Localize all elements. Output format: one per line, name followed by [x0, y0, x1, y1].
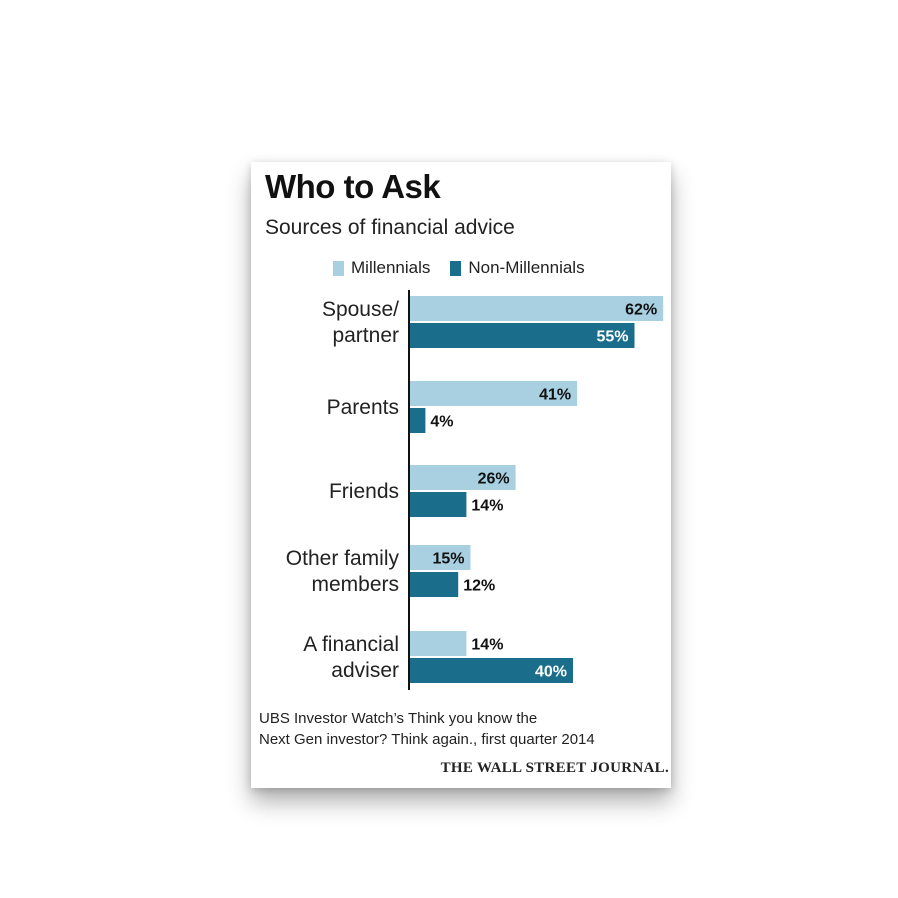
category-label: A financial: [303, 633, 399, 656]
publisher-brand: THE WALL STREET JOURNAL.: [440, 760, 669, 776]
legend-label-millennials: Millennials: [351, 258, 431, 277]
category-label: adviser: [331, 659, 399, 682]
category-label: partner: [332, 324, 399, 347]
bar-millennials: [409, 631, 467, 656]
source-note: UBS Investor Watch’s Think you know the …: [259, 708, 659, 750]
data-label: 14%: [471, 498, 503, 515]
source-line-2: Next Gen investor? Think again., first q…: [259, 731, 595, 748]
legend-swatch-millennials: [333, 260, 344, 276]
chart-legend: Millennials Non-Millennials: [333, 258, 605, 278]
bar-non-millennials: [409, 492, 467, 517]
bar-non-millennials: [409, 572, 459, 597]
bar-millennials: [409, 381, 578, 406]
category-label: members: [311, 573, 399, 596]
data-label: 12%: [463, 578, 495, 595]
legend-swatch-non-millennials: [450, 260, 462, 276]
data-label: 4%: [430, 414, 453, 431]
chart-title: Who to Ask: [265, 168, 441, 205]
bar-millennials: [409, 465, 516, 490]
data-label: 14%: [471, 637, 503, 654]
category-label: Other family: [286, 547, 400, 570]
legend-label-non-millennials: Non-Millennials: [468, 258, 585, 277]
chart-subtitle: Sources of financial advice: [265, 216, 515, 239]
source-line-1: UBS Investor Watch’s Think you know the: [259, 710, 538, 727]
data-label: 15%: [432, 551, 464, 568]
legend-item-non-millennials: Non-Millennials: [450, 258, 585, 278]
legend-item-millennials: Millennials: [333, 258, 430, 278]
bar-non-millennials: [409, 408, 426, 433]
data-label: 62%: [625, 302, 657, 319]
chart-card: Who to Ask Sources of financial advice M…: [251, 162, 671, 788]
bar-non-millennials: [409, 323, 635, 348]
bar-chart: Spouse/partner 62% 55% Parents 41% 4% Friends 2…: [286, 290, 664, 690]
data-label: 40%: [535, 664, 567, 681]
category-label: Spouse/: [322, 298, 399, 321]
category-label: Parents: [327, 396, 399, 419]
data-label: 26%: [478, 471, 510, 488]
bar-millennials: [409, 545, 471, 570]
data-label: 41%: [539, 387, 571, 404]
bar-non-millennials: [409, 658, 573, 683]
bar-millennials: [409, 296, 664, 321]
category-label: Friends: [329, 480, 399, 503]
data-label: 55%: [596, 329, 628, 346]
